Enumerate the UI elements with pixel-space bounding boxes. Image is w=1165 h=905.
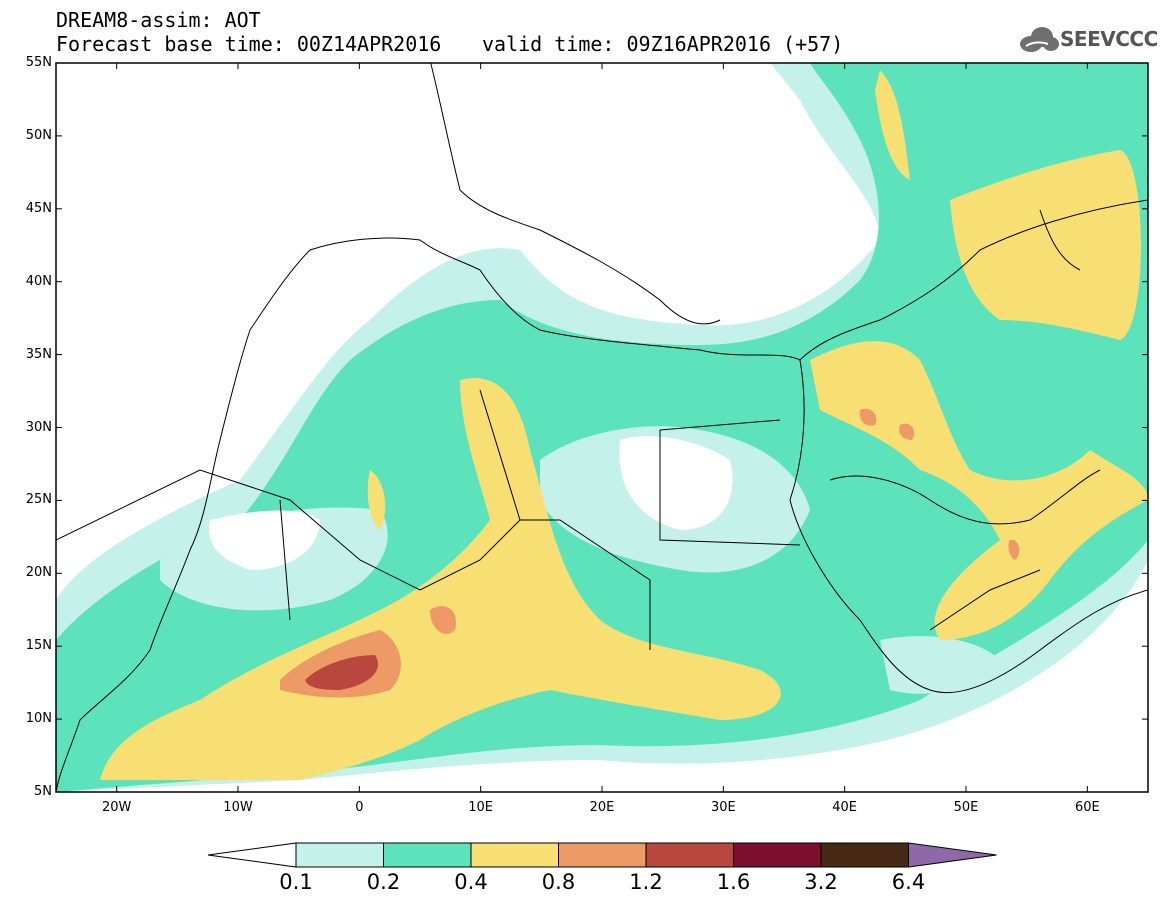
logo-text: SEEVCCC	[1060, 27, 1158, 51]
colorbar-label: 0.1	[279, 870, 313, 894]
aot-band-0.2	[56, 63, 1148, 792]
lon-tick-label: 10E	[468, 800, 494, 815]
colorbar-label: 0.8	[541, 870, 576, 894]
aot-field	[56, 63, 1148, 792]
lon-tick-label: 0	[355, 800, 364, 815]
lon-tick-label: 20W	[101, 800, 132, 815]
lat-tick-label: 40N	[25, 273, 52, 289]
lon-tick-label: 10W	[223, 800, 253, 815]
colorbar-label: 0.2	[366, 870, 401, 894]
colorbar-label: 3.2	[804, 870, 838, 894]
lon-tick-label: 40E	[832, 800, 858, 815]
lat-tick-label: 20N	[25, 565, 52, 581]
lat-tick-label: 50N	[25, 127, 52, 143]
colorbar-segment	[645, 842, 734, 868]
aot-band-0.4-middle-east	[810, 341, 1148, 640]
colorbar-label: 1.6	[716, 870, 751, 894]
colorbar-label: 1.2	[629, 870, 663, 894]
lon-tick-label: 50E	[953, 800, 979, 815]
lat-tick-label: 5N	[34, 784, 52, 799]
aot-band-0.4-sahel	[100, 378, 781, 780]
seevccc-logo	[1020, 27, 1059, 52]
forecast-base-time: Forecast base time: 00Z14APR2016	[56, 32, 442, 56]
colorbar-segment	[295, 842, 384, 868]
cloud-icon	[1020, 27, 1059, 52]
lat-tick-label: 35N	[25, 346, 52, 362]
colorbar-segment	[470, 842, 559, 868]
lon-tick-label: 60E	[1074, 800, 1100, 815]
aot-band-0.4-caspian	[950, 150, 1141, 340]
colorbar-segment	[820, 842, 909, 868]
colorbar-label: 6.4	[891, 870, 926, 894]
colorbar-over-arrow	[908, 842, 997, 868]
map-title: DREAM8-assim: AOT	[56, 8, 261, 32]
colorbar	[207, 842, 997, 868]
colorbar-segment	[558, 842, 647, 868]
valid-time: valid time: 09Z16APR2016 (+57)	[482, 32, 844, 56]
lat-tick-label: 55N	[25, 55, 52, 70]
colorbar-under-arrow	[207, 842, 297, 868]
lat-tick-label: 25N	[25, 492, 52, 508]
lat-tick-label: 30N	[25, 419, 52, 435]
lon-tick-label: 20E	[589, 800, 615, 815]
colorbar-segment	[733, 842, 822, 868]
colorbar-label: 0.4	[454, 870, 488, 894]
colorbar-segment	[383, 842, 472, 868]
lon-tick-label: 30E	[710, 800, 736, 815]
axis-ticks	[56, 62, 1148, 793]
aot-band-1.2	[305, 655, 379, 690]
lat-tick-label: 45N	[25, 200, 52, 216]
lat-tick-label: 15N	[25, 638, 52, 654]
coastlines	[56, 63, 1148, 792]
lat-tick-label: 10N	[25, 711, 52, 727]
